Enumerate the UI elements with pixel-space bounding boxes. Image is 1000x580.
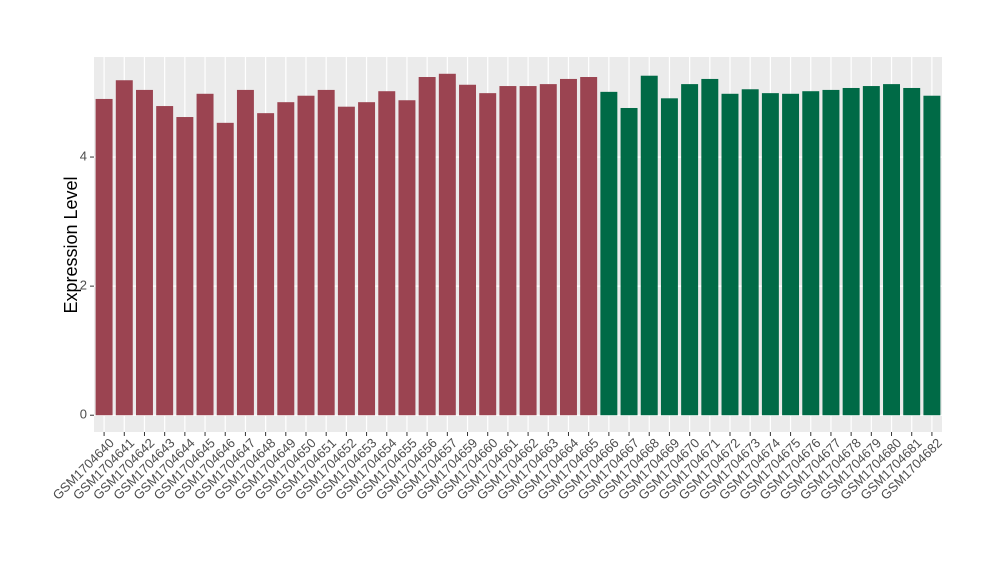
bar (115, 80, 133, 416)
y-tick-label: 0 (80, 407, 87, 422)
bar (923, 95, 941, 416)
bar (660, 98, 678, 416)
bar (236, 89, 254, 416)
bar (317, 89, 335, 416)
bar (196, 93, 214, 416)
bar (580, 77, 598, 416)
bar (519, 86, 537, 416)
bar (257, 113, 275, 416)
bar (459, 84, 477, 416)
bar (842, 87, 860, 416)
bar (539, 84, 557, 416)
bar (337, 106, 355, 416)
bar (761, 93, 779, 416)
bar (176, 117, 194, 416)
bar (782, 93, 800, 416)
bar (156, 106, 174, 416)
bar (398, 100, 416, 416)
bar (216, 122, 234, 416)
bar (701, 78, 719, 416)
bar (358, 102, 376, 416)
bar (620, 107, 638, 416)
bar (883, 84, 901, 416)
bar (681, 84, 699, 416)
bar (499, 86, 517, 416)
bar (802, 91, 820, 416)
bar (903, 87, 921, 416)
bar (418, 77, 436, 416)
bar (135, 89, 153, 416)
bar (297, 95, 315, 416)
bar (559, 78, 577, 416)
bar (95, 98, 113, 416)
bar (741, 89, 759, 416)
bar (438, 73, 456, 416)
bar (862, 86, 880, 416)
bar (721, 93, 739, 416)
bar (600, 91, 618, 416)
bar (378, 91, 396, 416)
bar (277, 102, 295, 416)
bar (640, 75, 658, 416)
y-tick-label: 4 (80, 148, 87, 163)
bar (479, 93, 497, 416)
y-tick-label: 2 (80, 278, 87, 293)
bar (822, 89, 840, 416)
panel (94, 57, 942, 432)
y-axis-title: Expression Level (61, 176, 81, 313)
